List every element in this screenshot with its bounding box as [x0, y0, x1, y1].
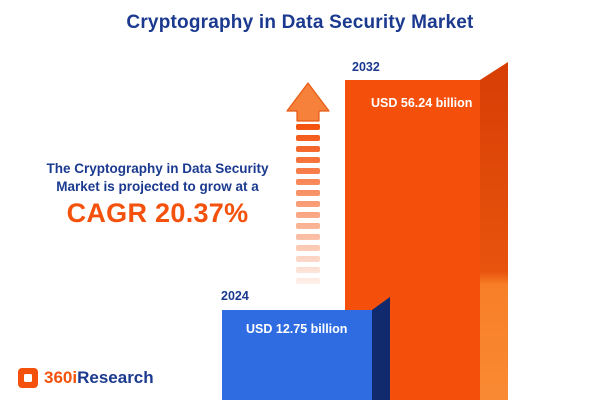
- bar-value-label-2032: USD 56.24 billion: [371, 96, 473, 110]
- market-description-line2: Market is projected to grow at a: [56, 179, 259, 194]
- logo-text-prefix: 360i: [44, 368, 78, 387]
- bar-2024: [222, 297, 390, 400]
- brand-logo: 360iResearch: [18, 368, 154, 388]
- logo-text: 360iResearch: [44, 368, 154, 388]
- growth-arrow-icon: [286, 82, 330, 290]
- market-description-line1: The Cryptography in Data Security: [46, 161, 269, 176]
- bar-year-label-2032: 2032: [352, 60, 380, 74]
- cagr-value: CAGR 20.37%: [66, 198, 249, 228]
- logo-icon: [18, 368, 38, 388]
- bar-value-label-2024: USD 12.75 billion: [246, 322, 348, 336]
- bar-year-label-2024: 2024: [221, 289, 249, 303]
- chart-title: Cryptography in Data Security Market: [126, 12, 474, 33]
- logo-text-suffix: Research: [77, 368, 154, 387]
